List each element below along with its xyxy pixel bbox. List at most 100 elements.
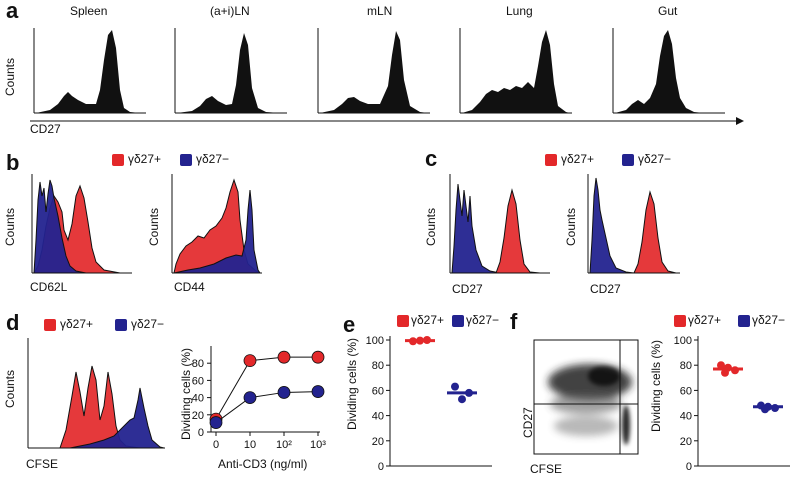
f-point [717, 361, 725, 370]
legend-label-neg-b: γδ27− [196, 152, 230, 166]
d-line-x-tick-label: 10 [244, 439, 256, 451]
legend-swatch-pos-d [44, 319, 56, 331]
panel-letter-e: e [343, 312, 356, 337]
e-point [465, 388, 473, 397]
histogram-gut [612, 28, 725, 114]
legend-swatch-neg-f [738, 315, 750, 327]
legend-swatch-pos-e [397, 315, 409, 327]
legend-swatch-neg-e [452, 315, 464, 327]
legend-swatch-neg-b [180, 154, 192, 166]
e-point [409, 337, 417, 346]
f-y-tick-label: 80 [680, 360, 692, 372]
legend-label-pos-c: γδ27+ [561, 152, 595, 166]
d-line-point [243, 354, 257, 368]
panel-letter-f: f [510, 309, 518, 334]
e-point [423, 336, 431, 344]
e-y-tick-label: 100 [366, 335, 384, 347]
panel-c-xlabel-1: CD27 [452, 282, 483, 296]
panel-b-xlabel-cd62l: CD62L [30, 280, 68, 294]
panel-d-xlabel: CFSE [26, 457, 59, 471]
d-line-series-line [215, 356, 318, 420]
histogram-cd62l [31, 174, 132, 274]
legend-swatch-neg-c [622, 154, 634, 166]
d-line-point [311, 350, 325, 364]
tissue-title-mln: mLN [367, 4, 393, 18]
tissue-title-gut: Gut [658, 4, 678, 18]
e-point [416, 336, 424, 345]
legend-swatch-pos-f [674, 315, 686, 327]
histogram-spleen [33, 28, 146, 114]
f-ticks: 0 20 40 60 80 100 [674, 335, 698, 473]
f-density-plot [533, 339, 639, 455]
panel-letter-b: b [6, 150, 20, 175]
d-line-point [277, 386, 291, 399]
d-line-x-tick-label: 10² [276, 439, 292, 451]
legend-label-pos-b: γδ27+ [128, 152, 162, 166]
f-point [771, 404, 779, 413]
legend-swatch-pos-b [112, 154, 124, 166]
d-line-ticks: 0 20 40 60 80 0 10 10² 10³ [192, 358, 327, 451]
panel-letter-d: d [6, 310, 20, 335]
panel-letter-a: a [6, 0, 19, 23]
legend-label-neg-c: γδ27− [638, 152, 672, 166]
histogram-cd44 [171, 174, 262, 274]
histogram-ailn [174, 28, 287, 114]
d-line-point [243, 391, 257, 405]
panel-letter-c: c [425, 146, 438, 171]
d-line-xlabel: Anti-CD3 (ng/ml) [218, 457, 308, 471]
panel-b-xlabel-cd44: CD44 [174, 280, 205, 294]
e-ticks: 0 20 40 60 80 100 [366, 335, 390, 473]
histogram-cd27-2 [587, 174, 680, 274]
histogram-cfse [27, 338, 165, 449]
histogram-cd27-1 [449, 174, 550, 274]
d-line-y-tick-label: 60 [192, 375, 204, 387]
legend-swatch-neg-d [115, 319, 127, 331]
d-line-x-tick-label: 0 [213, 439, 219, 451]
f-axes [697, 336, 790, 467]
e-y-tick-label: 0 [378, 461, 384, 473]
e-y-tick-label: 20 [372, 436, 384, 448]
d-line-y-tick-label: 40 [192, 393, 204, 405]
panel-a-axis-arrow [736, 117, 744, 125]
f-y-tick-label: 100 [674, 335, 692, 347]
e-axes [389, 336, 492, 467]
d-line-series [209, 350, 325, 429]
e-y-tick-label: 80 [372, 360, 384, 372]
legend-label-neg-f: γδ27− [752, 313, 786, 327]
f-points [713, 361, 783, 414]
histogram-mln [317, 28, 430, 114]
tissue-title-lung: Lung [506, 4, 533, 18]
d-line-point [209, 416, 223, 429]
f-y-tick-label: 40 [680, 411, 692, 423]
legend-label-pos-d: γδ27+ [60, 317, 94, 331]
panel-a-xlabel: CD27 [30, 122, 61, 136]
f-dot-xlabel: CFSE [530, 462, 563, 476]
d-line-y-tick-label: 80 [192, 358, 204, 370]
tissue-title-ailn: (a+i)LN [210, 4, 250, 18]
e-y-tick-label: 40 [372, 411, 384, 423]
f-y-tick-label: 0 [686, 461, 692, 473]
legend-label-neg-e: γδ27− [466, 313, 500, 327]
d-line-y-tick-label: 20 [192, 410, 204, 422]
legend-label-neg-d: γδ27− [131, 317, 165, 331]
e-point [451, 382, 459, 391]
d-line-point [277, 350, 291, 364]
legend-label-pos-f: γδ27+ [688, 313, 722, 327]
e-y-tick-label: 60 [372, 385, 384, 397]
tissue-title-spleen: Spleen [70, 4, 108, 18]
panel-c-xlabel-2: CD27 [590, 282, 621, 296]
e-points [405, 336, 477, 404]
f-y-tick-label: 60 [680, 385, 692, 397]
d-line-point [311, 385, 325, 398]
d-line-x-tick-label: 10³ [310, 439, 326, 451]
f-point [721, 368, 729, 377]
histogram-lung [459, 28, 572, 114]
d-line-y-tick-label: 0 [198, 427, 204, 439]
legend-swatch-pos-c [545, 154, 557, 166]
legend-label-pos-e: γδ27+ [411, 313, 445, 327]
e-point [458, 395, 466, 404]
f-y-tick-label: 20 [680, 436, 692, 448]
f-point [761, 405, 769, 414]
